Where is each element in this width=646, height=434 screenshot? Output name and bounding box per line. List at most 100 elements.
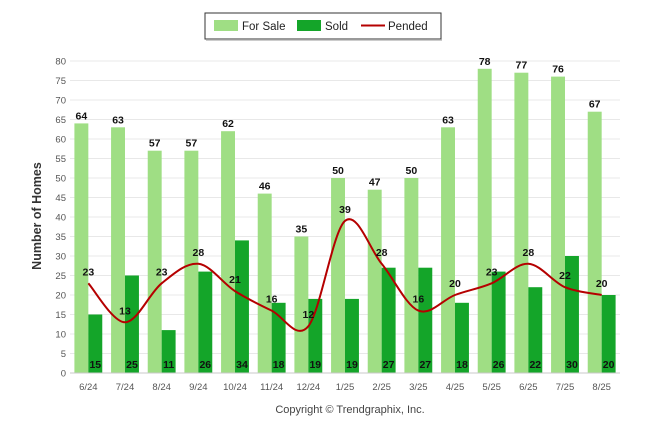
data-label-sold: 18 xyxy=(273,359,285,371)
legend-label-for-sale: For Sale xyxy=(242,21,285,33)
data-label-for-sale: 57 xyxy=(186,138,198,150)
data-label-sold: 15 xyxy=(89,359,101,371)
pended-line xyxy=(87,218,602,332)
data-label-sold: 11 xyxy=(163,359,174,371)
legend-box xyxy=(204,12,442,40)
y-tick-label: 70 xyxy=(55,96,66,107)
legend-swatch-for-sale xyxy=(214,20,238,31)
data-label-sold: 26 xyxy=(199,359,211,371)
y-tick-label: 50 xyxy=(55,174,66,185)
bar-sold xyxy=(345,298,359,373)
x-tick-label: 2/25 xyxy=(372,382,391,393)
data-label-for-sale: 63 xyxy=(112,114,124,126)
data-label-sold: 19 xyxy=(309,359,321,371)
y-tick-label: 65 xyxy=(55,115,66,126)
y-tick-label: 30 xyxy=(55,252,66,263)
data-label-sold: 20 xyxy=(603,359,615,371)
data-label-pended: 22 xyxy=(559,270,571,282)
data-label-for-sale: 50 xyxy=(332,165,344,177)
bar-for-sale xyxy=(147,150,162,373)
x-tick-label: 10/24 xyxy=(223,382,247,393)
x-tick-label: 11/24 xyxy=(260,382,283,393)
data-label-pended: 23 xyxy=(486,266,498,278)
y-tick-label: 55 xyxy=(55,154,66,165)
bar-for-sale xyxy=(514,72,529,373)
x-tick-label: 5/25 xyxy=(482,382,501,393)
bar-sold xyxy=(308,298,323,373)
bar-sold xyxy=(455,302,469,373)
y-tick-label: 35 xyxy=(55,232,66,243)
data-label-for-sale: 50 xyxy=(406,165,418,177)
legend: For Sale Sold Pended xyxy=(204,12,442,41)
bar-for-sale xyxy=(74,123,89,374)
legend-label-sold: Sold xyxy=(325,21,348,33)
data-label-for-sale: 77 xyxy=(516,60,528,72)
data-label-pended: 20 xyxy=(449,278,461,290)
data-label-sold: 27 xyxy=(419,359,431,371)
data-label-sold: 26 xyxy=(493,359,505,371)
bar-sold xyxy=(565,256,579,373)
data-label-sold: 25 xyxy=(126,359,138,371)
data-labels: 64 15 63 25 57 11 57 26 62 34 46 18 35 19 50 19 47 27 50 27… xyxy=(76,56,615,371)
bar-sold xyxy=(125,275,139,373)
data-label-for-sale: 62 xyxy=(222,118,234,130)
data-label-for-sale: 76 xyxy=(552,64,564,76)
data-label-pended: 28 xyxy=(376,247,388,259)
y-tick-label: 20 xyxy=(55,291,66,302)
bar-for-sale xyxy=(477,68,492,374)
data-label-for-sale: 47 xyxy=(369,177,381,189)
legend-swatch-sold xyxy=(297,20,321,31)
x-tick-label: 8/25 xyxy=(592,382,611,393)
data-label-pended: 39 xyxy=(339,204,351,216)
x-tick-label: 9/24 xyxy=(189,382,208,393)
data-label-sold: 18 xyxy=(456,359,468,371)
bar-for-sale xyxy=(184,150,199,373)
bar-for-sale xyxy=(404,178,419,373)
pended-line-layer xyxy=(87,218,602,332)
bar-sold xyxy=(528,287,543,373)
bars xyxy=(74,68,616,374)
x-tick-label: 8/24 xyxy=(152,382,171,393)
y-tick-label: 60 xyxy=(55,135,66,146)
bar-for-sale xyxy=(111,127,125,373)
x-tick-label: 7/24 xyxy=(116,382,135,393)
y-tick-label: 25 xyxy=(55,271,66,282)
copyright-text: Copyright © Trendgraphix, Inc. xyxy=(275,404,424,416)
bar-for-sale xyxy=(587,111,602,373)
y-tick-label: 80 xyxy=(55,57,66,68)
bar-for-sale xyxy=(441,127,455,373)
data-label-pended: 16 xyxy=(412,294,424,306)
y-axis-title: Number of Homes xyxy=(30,162,44,270)
bar-for-sale xyxy=(221,131,235,373)
data-label-pended: 23 xyxy=(82,266,94,278)
x-tick-label: 1/25 xyxy=(336,382,355,393)
x-tick-label: 7/25 xyxy=(556,382,575,393)
bar-sold xyxy=(271,302,286,373)
data-label-for-sale: 64 xyxy=(76,110,88,122)
y-tick-label: 75 xyxy=(55,76,66,87)
y-tick-label: 5 xyxy=(61,349,66,360)
bar-sold xyxy=(161,330,176,373)
data-label-for-sale: 78 xyxy=(479,56,491,68)
data-label-for-sale: 46 xyxy=(259,181,271,193)
bar-sold xyxy=(235,240,249,373)
y-tick-label: 40 xyxy=(55,213,66,224)
data-label-sold: 22 xyxy=(529,359,541,371)
y-tick-label: 10 xyxy=(55,330,66,341)
data-label-sold: 27 xyxy=(383,359,395,371)
bar-sold xyxy=(601,295,616,373)
legend-label-pended: Pended xyxy=(388,21,428,33)
data-label-sold: 34 xyxy=(236,359,248,371)
x-tick-label: 6/24 xyxy=(79,382,98,393)
bar-for-sale xyxy=(367,189,382,373)
bar-for-sale xyxy=(551,76,565,373)
data-label-for-sale: 35 xyxy=(296,224,308,236)
data-label-pended: 13 xyxy=(119,305,131,317)
bar-for-sale xyxy=(257,193,272,373)
data-label-for-sale: 63 xyxy=(442,114,454,126)
data-label-sold: 19 xyxy=(346,359,358,371)
bar-sold xyxy=(381,267,396,373)
data-label-pended: 23 xyxy=(156,266,168,278)
y-tick-label: 15 xyxy=(55,310,66,321)
